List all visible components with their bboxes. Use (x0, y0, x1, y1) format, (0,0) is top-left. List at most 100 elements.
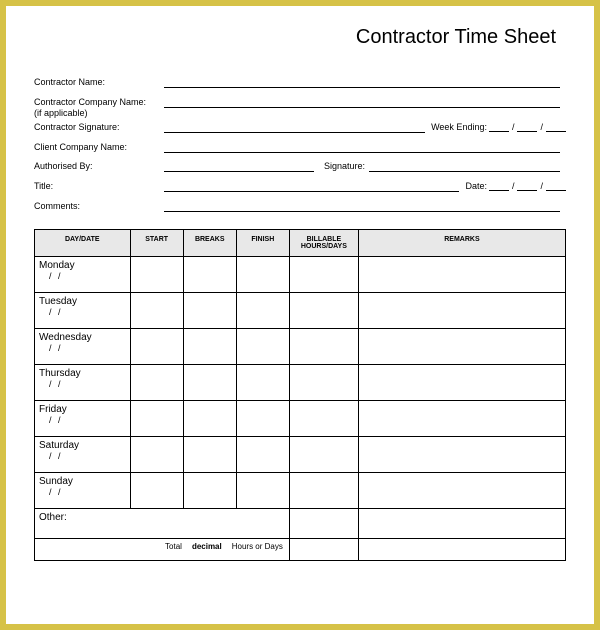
cell-input[interactable] (183, 472, 236, 508)
cell-daydate[interactable]: Wednesday/ / (35, 328, 131, 364)
cell-input[interactable] (183, 400, 236, 436)
cell-other[interactable]: Other: (35, 508, 290, 538)
input-date-3[interactable] (546, 181, 566, 191)
cell-input[interactable] (183, 256, 236, 292)
table-row: Thursday/ / (35, 364, 566, 400)
field-authorised-by: Authorised By: Signature: (34, 161, 566, 173)
cell-input[interactable] (236, 328, 289, 364)
page-title: Contractor Time Sheet (34, 26, 566, 49)
field-title: Title: Date: / / (34, 181, 566, 193)
label-comments: Comments: (34, 201, 164, 213)
col-remarks: REMARKS (358, 229, 565, 256)
cell-input[interactable] (183, 364, 236, 400)
label-authorised-by: Authorised By: (34, 161, 164, 173)
timesheet-page: Contractor Time Sheet Contractor Name: C… (6, 6, 594, 624)
cell-other-billable[interactable] (289, 508, 358, 538)
input-week-ending-3[interactable] (546, 122, 566, 132)
cell-input[interactable] (358, 400, 565, 436)
cell-input[interactable] (358, 292, 565, 328)
col-billable: BILLABLE HOURS/DAYS (289, 229, 358, 256)
cell-input[interactable] (289, 256, 358, 292)
table-header-row: DAY/DATE START BREAKS FINISH BILLABLE HO… (35, 229, 566, 256)
cell-daydate[interactable]: Monday/ / (35, 256, 131, 292)
input-contractor-name[interactable] (164, 77, 560, 88)
table-row: Sunday/ / (35, 472, 566, 508)
cell-input[interactable] (236, 436, 289, 472)
input-date-1[interactable] (489, 181, 509, 191)
table-row: Wednesday/ / (35, 328, 566, 364)
cell-input[interactable] (130, 292, 183, 328)
table-row: Saturday/ / (35, 436, 566, 472)
cell-input[interactable] (130, 328, 183, 364)
row-other: Other: (35, 508, 566, 538)
cell-input[interactable] (183, 436, 236, 472)
label-contractor-name: Contractor Name: (34, 77, 164, 89)
cell-input[interactable] (236, 400, 289, 436)
input-authorised-by[interactable] (164, 161, 314, 172)
col-finish: FINISH (236, 229, 289, 256)
input-comments[interactable] (164, 201, 560, 212)
field-client-company: Client Company Name: (34, 142, 566, 154)
cell-input[interactable] (289, 436, 358, 472)
label-client-company: Client Company Name: (34, 142, 164, 154)
label-week-ending: Week Ending: (431, 122, 487, 132)
label-title: Title: (34, 181, 164, 193)
cell-daydate[interactable]: Tuesday/ / (35, 292, 131, 328)
input-client-company[interactable] (164, 142, 560, 153)
cell-input[interactable] (236, 364, 289, 400)
col-start: START (130, 229, 183, 256)
field-contractor-signature: Contractor Signature: Week Ending: / / (34, 122, 566, 134)
cell-input[interactable] (183, 328, 236, 364)
field-contractor-name: Contractor Name: (34, 77, 566, 89)
row-total: TotaldecimalHours or Days (35, 538, 566, 560)
timesheet-table: DAY/DATE START BREAKS FINISH BILLABLE HO… (34, 229, 566, 561)
field-contractor-company: Contractor Company Name: (if applicable) (34, 97, 566, 120)
cell-input[interactable] (289, 364, 358, 400)
input-date-2[interactable] (517, 181, 537, 191)
col-breaks: BREAKS (183, 229, 236, 256)
cell-input[interactable] (289, 328, 358, 364)
cell-input[interactable] (236, 256, 289, 292)
cell-input[interactable] (289, 472, 358, 508)
cell-input[interactable] (358, 256, 565, 292)
form-fields: Contractor Name: Contractor Company Name… (34, 77, 566, 213)
cell-other-remarks[interactable] (358, 508, 565, 538)
cell-input[interactable] (130, 472, 183, 508)
cell-input[interactable] (236, 472, 289, 508)
cell-input[interactable] (358, 364, 565, 400)
cell-daydate[interactable]: Friday/ / (35, 400, 131, 436)
cell-input[interactable] (183, 292, 236, 328)
label-date: Date: (465, 181, 487, 191)
cell-input[interactable] (130, 256, 183, 292)
date-group: Date: / / (465, 181, 566, 191)
cell-input[interactable] (358, 328, 565, 364)
cell-input[interactable] (236, 292, 289, 328)
field-comments: Comments: (34, 201, 566, 213)
cell-total-label: TotaldecimalHours or Days (35, 538, 290, 560)
cell-daydate[interactable]: Saturday/ / (35, 436, 131, 472)
input-week-ending-2[interactable] (517, 122, 537, 132)
input-week-ending-1[interactable] (489, 122, 509, 132)
cell-total-remarks[interactable] (358, 538, 565, 560)
cell-total-value[interactable] (289, 538, 358, 560)
table-row: Friday/ / (35, 400, 566, 436)
input-signature[interactable] (369, 161, 560, 172)
col-daydate: DAY/DATE (35, 229, 131, 256)
table-row: Monday/ / (35, 256, 566, 292)
input-contractor-company[interactable] (164, 97, 560, 108)
label-signature: Signature: (320, 161, 369, 171)
cell-input[interactable] (289, 292, 358, 328)
input-contractor-signature[interactable] (164, 122, 425, 133)
cell-input[interactable] (130, 364, 183, 400)
cell-daydate[interactable]: Sunday/ / (35, 472, 131, 508)
label-contractor-signature: Contractor Signature: (34, 122, 164, 134)
cell-input[interactable] (358, 436, 565, 472)
cell-daydate[interactable]: Thursday/ / (35, 364, 131, 400)
cell-input[interactable] (289, 400, 358, 436)
input-title[interactable] (164, 181, 459, 192)
cell-input[interactable] (358, 472, 565, 508)
label-contractor-company: Contractor Company Name: (if applicable) (34, 97, 164, 120)
cell-input[interactable] (130, 400, 183, 436)
week-ending-group: Week Ending: / / (431, 122, 566, 132)
cell-input[interactable] (130, 436, 183, 472)
